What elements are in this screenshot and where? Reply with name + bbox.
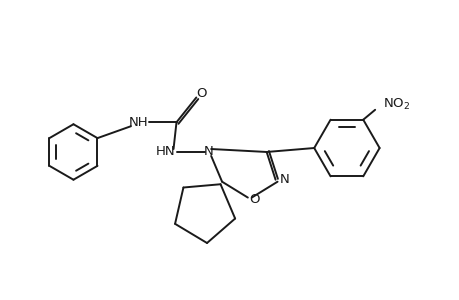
Text: O: O [249,193,259,206]
Text: N: N [279,173,289,186]
Text: O: O [196,87,206,100]
Text: N: N [203,146,213,158]
Text: NH: NH [129,116,148,129]
Text: HN: HN [156,146,175,158]
Text: NO$_2$: NO$_2$ [382,97,409,112]
